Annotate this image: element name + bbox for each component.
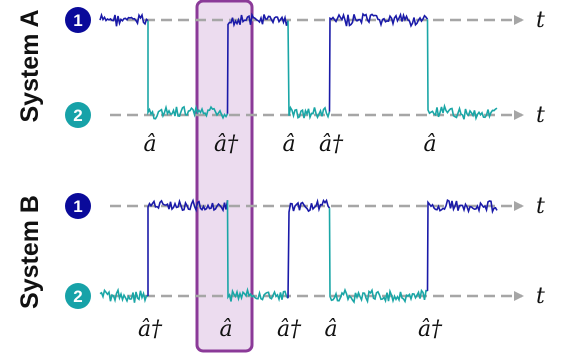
system-b-level-2-badge-text: 2: [73, 287, 82, 306]
system-b-panel: System B 1 2 t t â† â â† â â†: [16, 193, 545, 342]
system-b-level-1-badge: 1: [65, 193, 91, 219]
system-a-level-2-badge: 2: [65, 102, 91, 128]
system-b-level-1-badge-text: 1: [73, 197, 82, 216]
system-b-operator-5: â†: [418, 317, 443, 342]
system-a-time-axis-label-2: t: [536, 103, 545, 128]
system-a-operator-3: â: [282, 132, 295, 157]
trace-a-segment-2: [147, 20, 229, 120]
system-a-label: System A: [16, 9, 44, 122]
system-b-time-axis-label-2: t: [536, 284, 545, 309]
trace-b-segment-4: [287, 198, 331, 299]
trace-b-segment-6: [426, 199, 498, 291]
system-b-time-axis-label: t: [536, 194, 545, 219]
system-b-trace: [99, 198, 498, 305]
system-b-operator-3: â†: [277, 317, 302, 342]
system-a-time-axis-label: t: [536, 8, 545, 33]
system-a-level-1-badge: 1: [65, 7, 91, 33]
system-a-operator-2: â†: [214, 132, 239, 157]
system-a-level-2-badge-text: 2: [73, 106, 82, 125]
system-b-operator-4: â: [324, 317, 337, 342]
trace-a-segment-4: [287, 20, 331, 121]
system-a-operator-1: â: [143, 132, 156, 157]
system-a-operator-4: â†: [319, 132, 344, 157]
system-a-panel: System A 1 2 t t â â† â â† â: [16, 7, 545, 157]
system-b-label: System B: [16, 195, 44, 309]
system-b-operator-1: â†: [138, 317, 163, 342]
system-a-operator-5: â: [423, 132, 436, 157]
trace-a-segment-6: [426, 19, 498, 122]
system-b-operator-2: â: [219, 317, 232, 342]
trace-b-segment-3: [226, 200, 289, 303]
trace-b-segment-1: [99, 287, 149, 304]
trace-b-segment-5: [328, 208, 428, 305]
system-a-trace: [99, 12, 498, 122]
trace-a-segment-3: [226, 12, 289, 114]
trace-b-segment-2: [147, 198, 229, 297]
system-b-level-2-badge: 2: [65, 283, 91, 309]
highlight-box: [195, 0, 254, 353]
trace-a-segment-1: [99, 12, 149, 27]
system-a-level-1-badge-text: 1: [73, 11, 82, 30]
trace-a-segment-5: [328, 12, 429, 112]
